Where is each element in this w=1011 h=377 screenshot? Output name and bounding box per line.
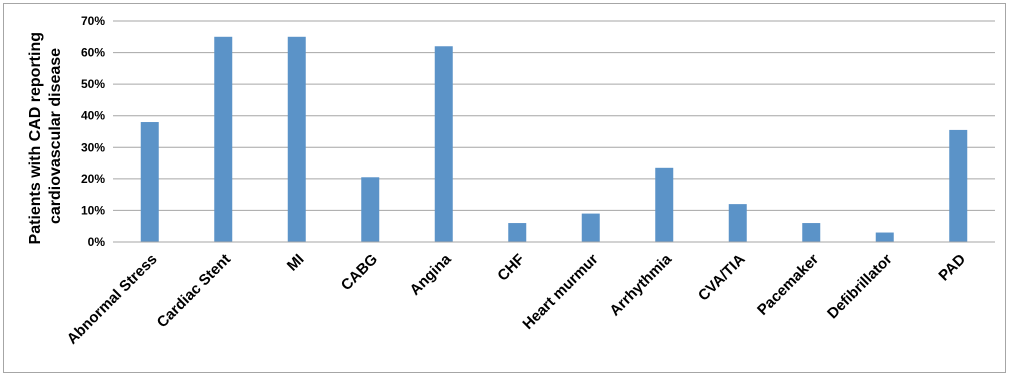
x-category-label: Defibrillator [824,251,896,323]
bar [581,213,600,242]
x-category-label: MI [284,251,308,275]
y-tick-label: 50% [81,77,105,91]
y-tick-label: 20% [81,172,105,186]
bar [728,204,747,242]
bar [949,129,968,242]
y-axis-label-line-1: Patients with CAD reporting [27,32,44,244]
x-category-label: Angina [407,250,455,298]
y-tick-label: 0% [88,235,106,249]
x-category-label: Arrhythmia [606,250,675,319]
y-axis-label: Patients with CAD reporting cardiovascul… [27,28,64,245]
y-axis-ticks: 0% 10% 20% 30% 40% 50% 60% 70% [81,14,105,249]
x-category-label: Cardiac Stent [154,251,234,331]
y-tick-label: 10% [81,203,105,217]
gridlines [113,20,995,211]
y-tick-label: 30% [81,140,105,154]
x-category-label: CHF [494,251,528,285]
bar [508,223,527,242]
y-tick-label: 60% [81,46,105,60]
x-category-label: CABG [338,251,381,294]
x-category-label: Heart murmur [519,251,601,333]
bars [140,36,968,243]
x-category-label: Pacemaker [754,251,822,319]
y-axis-label-line-2: cardiovascular disease [47,48,64,224]
bar [287,36,306,243]
y-tick-label: 40% [81,109,105,123]
x-category-label: Abnormal Stress [64,251,161,348]
bar [140,122,159,242]
chart-frame [3,3,1006,373]
bar [361,177,380,242]
y-tick-label: 70% [81,14,105,28]
bar [434,46,453,242]
bar [875,232,894,242]
bar [655,167,674,242]
bar [802,223,821,242]
bar [214,36,233,243]
x-category-label: CVA/TIA [695,251,749,305]
x-category-label: PAD [935,251,969,285]
